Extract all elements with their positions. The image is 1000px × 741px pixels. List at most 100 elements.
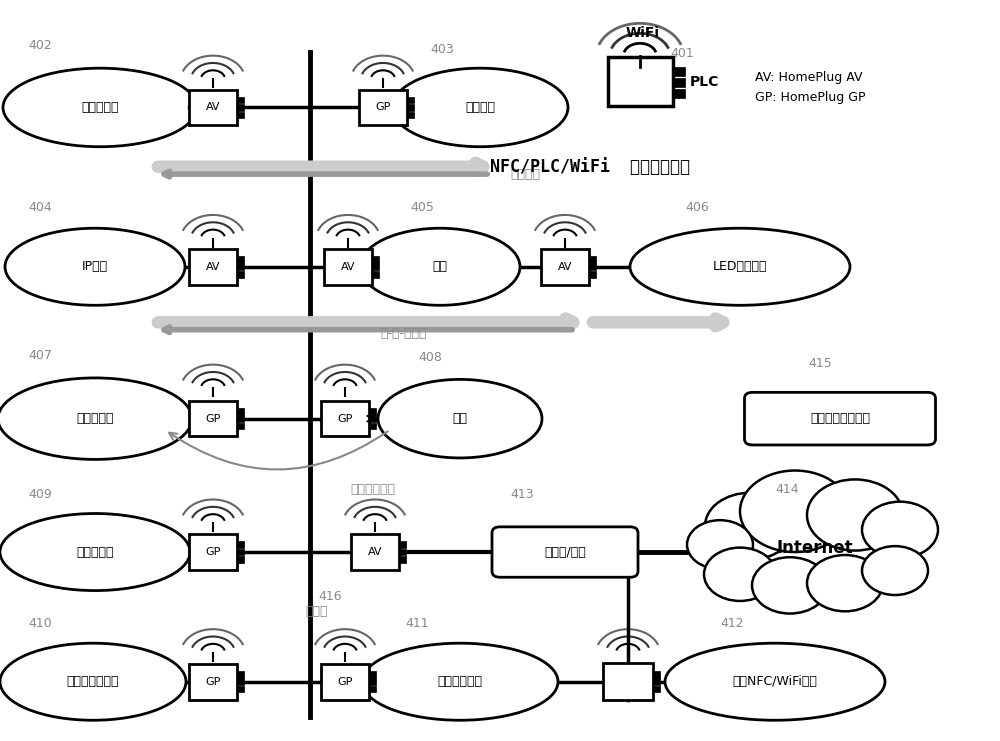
Text: 413: 413 <box>510 488 534 501</box>
Text: 404: 404 <box>28 201 52 214</box>
Ellipse shape <box>378 379 542 458</box>
Bar <box>369 671 376 677</box>
Bar <box>321 664 369 700</box>
Bar <box>189 249 237 285</box>
Bar <box>359 90 407 125</box>
Text: LED灯光系统: LED灯光系统 <box>713 260 767 273</box>
Bar <box>237 423 244 430</box>
FancyArrowPatch shape <box>169 431 388 470</box>
Text: 电子门锁: 电子门锁 <box>465 101 495 114</box>
Text: 402: 402 <box>28 39 52 53</box>
Circle shape <box>740 471 850 552</box>
Text: GP: GP <box>205 413 221 424</box>
Text: 路由器/网关: 路由器/网关 <box>544 545 586 559</box>
Text: 407: 407 <box>28 349 52 362</box>
Text: 电子温度计: 电子温度计 <box>76 412 114 425</box>
Bar <box>189 90 237 125</box>
Bar <box>369 679 376 685</box>
Text: WiFi: WiFi <box>626 27 660 40</box>
Text: GP: GP <box>337 413 353 424</box>
Bar <box>369 686 376 692</box>
Text: 主-从-从模式: 主-从-从模式 <box>380 327 426 340</box>
Ellipse shape <box>5 228 185 305</box>
Bar <box>189 401 237 436</box>
Text: 408: 408 <box>418 351 442 365</box>
Circle shape <box>704 548 776 601</box>
Text: AV: AV <box>206 102 220 113</box>
Bar <box>237 97 244 104</box>
Bar <box>407 111 414 118</box>
Text: 远程手机电脑接入: 远程手机电脑接入 <box>810 412 870 425</box>
Bar <box>237 671 244 677</box>
Text: 401: 401 <box>670 47 694 60</box>
FancyBboxPatch shape <box>492 527 638 577</box>
Ellipse shape <box>0 378 192 459</box>
Bar <box>672 89 684 98</box>
Bar <box>407 97 414 104</box>
Text: GP: GP <box>205 547 221 557</box>
Text: 空调: 空调 <box>452 412 468 425</box>
Text: AV: AV <box>558 262 572 272</box>
Bar <box>324 249 372 285</box>
Bar <box>237 111 244 118</box>
Bar <box>237 415 244 422</box>
Text: GP: GP <box>337 677 353 687</box>
Bar <box>351 534 399 570</box>
Bar <box>407 104 414 110</box>
Text: 煤气探测器: 煤气探测器 <box>76 545 114 559</box>
Text: 403: 403 <box>430 43 454 56</box>
Text: 电力线: 电力线 <box>305 605 328 618</box>
Text: 405: 405 <box>410 201 434 214</box>
Text: 409: 409 <box>28 488 52 501</box>
Bar <box>372 256 379 262</box>
Text: AV: HomePlug AV: AV: HomePlug AV <box>755 71 862 84</box>
Bar <box>237 556 244 563</box>
Ellipse shape <box>665 643 885 720</box>
Ellipse shape <box>360 228 520 305</box>
Text: Internet: Internet <box>777 539 853 557</box>
Text: GP: GP <box>375 102 391 113</box>
Text: 411: 411 <box>405 617 429 631</box>
Ellipse shape <box>3 68 197 147</box>
Text: AV: AV <box>206 262 220 272</box>
Bar <box>672 67 684 76</box>
Circle shape <box>862 502 938 558</box>
Bar <box>237 686 244 692</box>
Bar <box>237 104 244 110</box>
Ellipse shape <box>0 643 186 720</box>
Circle shape <box>807 479 903 551</box>
Text: 410: 410 <box>28 617 52 631</box>
Text: AV: AV <box>368 547 382 557</box>
Bar <box>589 256 596 262</box>
Bar <box>541 249 589 285</box>
Text: NFC/PLC/WiFi  通信芯片模块: NFC/PLC/WiFi 通信芯片模块 <box>490 158 690 176</box>
Circle shape <box>752 557 828 614</box>
Bar <box>237 263 244 270</box>
Text: 自来水电子阀门: 自来水电子阀门 <box>67 675 119 688</box>
Bar <box>589 270 596 277</box>
Text: 手机NFC/WiFi控制: 手机NFC/WiFi控制 <box>733 675 817 688</box>
Bar <box>603 663 653 700</box>
Ellipse shape <box>392 68 568 147</box>
Bar <box>237 408 244 415</box>
Text: 音响: 音响 <box>432 260 448 273</box>
Text: 煤气电子阀门: 煤气电子阀门 <box>438 675 482 688</box>
Bar <box>369 408 376 415</box>
Bar <box>369 423 376 430</box>
Circle shape <box>807 555 883 611</box>
Bar <box>237 541 244 548</box>
Ellipse shape <box>362 643 558 720</box>
Bar <box>399 541 406 548</box>
Text: 416: 416 <box>318 590 342 603</box>
Bar <box>653 671 660 677</box>
Bar <box>653 686 660 692</box>
Text: GP: GP <box>205 677 221 687</box>
Text: 监控摄像机: 监控摄像机 <box>81 101 119 114</box>
Text: 415: 415 <box>808 356 832 370</box>
Ellipse shape <box>0 514 190 591</box>
Bar <box>372 270 379 277</box>
Bar <box>653 679 660 685</box>
Bar <box>237 548 244 556</box>
Circle shape <box>705 493 795 559</box>
Bar <box>672 78 684 87</box>
